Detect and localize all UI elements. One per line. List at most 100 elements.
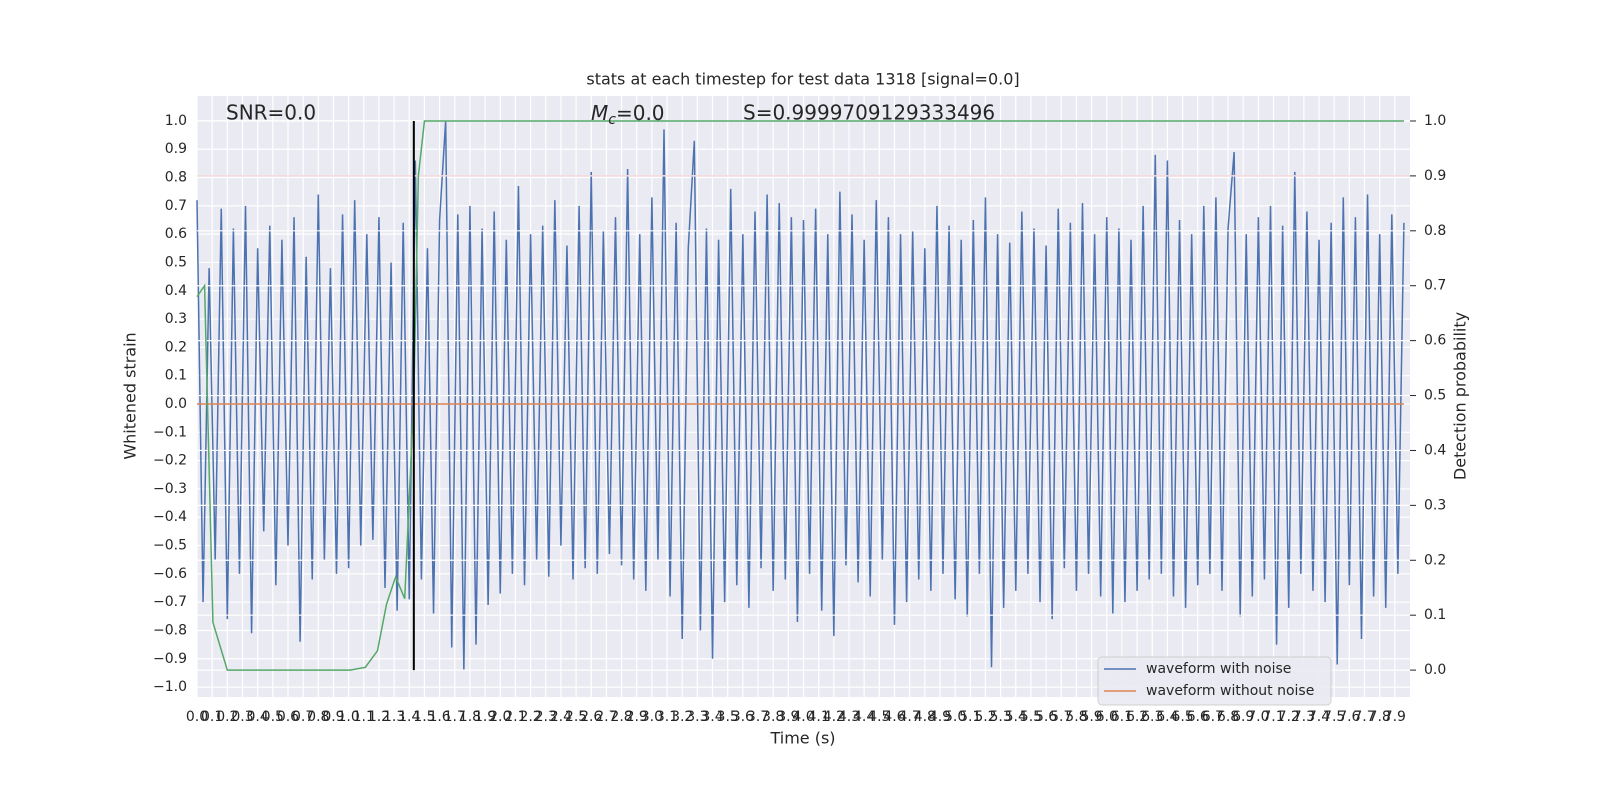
x-tick-label: 1.4 [398,709,420,725]
legend-label: waveform with noise [1146,661,1291,677]
y-tick-label: 0.9 [165,141,187,157]
x-tick-label: 1.6 [428,709,450,725]
x-tick-label: 6.0 [1096,709,1118,725]
x-tick-label: 6.3 [1141,709,1163,725]
y2-axis-label: Detection probability [1451,312,1470,480]
y-tick-label: 0.5 [165,254,187,270]
x-tick-label: 7.7 [1353,709,1375,725]
x-tick-label: 6.7 [1202,709,1224,725]
y-tick-label: −0.2 [153,453,187,469]
x-tick-label: 3.4 [701,709,723,725]
x-tick-label: 7.2 [1278,709,1300,725]
x-tick-label: 0.6 [277,709,299,725]
x-tick-label: 0.7 [292,709,314,725]
annotation-subscript: c [608,112,616,128]
y-tick-label: 0.0 [165,396,187,412]
x-tick-label: 4.7 [899,709,921,725]
x-tick-label: 2.6 [580,709,602,725]
x-tick-label: 3.5 [717,709,739,725]
chart-title: stats at each timestep for test data 131… [586,70,1019,89]
x-tick-label: 6.5 [1171,709,1193,725]
probability-line [196,120,1404,671]
x-tick-label: 3.2 [671,709,693,725]
x-tick-label: 6.6 [1187,709,1209,725]
y-tick-label: 0.1 [165,368,187,384]
x-tick-label: 7.8 [1369,709,1391,725]
y-tick-label: −0.1 [153,424,187,440]
x-tick-label: 6.8 [1217,709,1239,725]
y-tick-label: −0.9 [153,651,187,667]
y-tick-label: 1.0 [165,113,187,129]
y2-tick-label: 0.4 [1424,442,1446,458]
legend-label: waveform without noise [1146,683,1314,699]
y-tick-label: −0.5 [153,538,187,554]
x-tick-label: 5.5 [1020,709,1042,725]
x-tick-label: 1.5 [413,709,435,725]
x-tick-label: 3.0 [641,709,663,725]
x-tick-label: 1.0 [337,709,359,725]
x-tick-label: 1.1 [353,709,375,725]
x-tick-label: 0.0 [186,709,208,725]
x-tick-label: 2.4 [550,709,572,725]
y-tick-label: 0.6 [165,226,187,242]
y-tick-label: 0.4 [165,283,187,299]
y2-tick-label: 0.6 [1424,333,1446,349]
x-tick-label: 4.4 [853,709,875,725]
x-tick-label: 1.3 [383,709,405,725]
series-line [196,120,1405,671]
x-tick-label: 1.8 [459,709,481,725]
x-tick-label: 7.6 [1338,709,1360,725]
x-tick-label: 5.8 [1065,709,1087,725]
x-tick-label: 7.0 [1247,709,1269,725]
y2-tick-label: 0.3 [1424,497,1446,513]
x-tick-label: 0.8 [307,709,329,725]
annotation: Mc=0.0 [591,101,665,129]
x-tick-label: 3.9 [777,709,799,725]
x-tick-label: 0.9 [322,709,344,725]
x-tick-label: 2.8 [610,709,632,725]
y2-tick-label: 1.0 [1424,113,1446,129]
x-tick-label: 2.1 [504,709,526,725]
x-tick-label: 6.9 [1232,709,1254,725]
x-tick-label: 0.3 [231,709,253,725]
y2-tick-label: 0.7 [1424,278,1446,294]
y-tick-label: −0.8 [153,622,187,638]
x-tick-label: 7.3 [1293,709,1315,725]
annotation-value: =0.0 [616,101,665,125]
x-tick-label: 4.5 [868,709,890,725]
x-tick-label: 5.2 [974,709,996,725]
x-tick-label: 3.8 [762,709,784,725]
y-tick-label: −0.3 [153,481,187,497]
y2-tick-label: 0.1 [1424,607,1446,623]
x-tick-label: 4.1 [808,709,830,725]
x-tick-label: 7.5 [1323,709,1345,725]
x-tick-label: 5.4 [1005,709,1027,725]
x-tick-label: 5.9 [1080,709,1102,725]
legend-box [1097,656,1332,706]
x-tick-label: 5.3 [989,709,1011,725]
y-tick-label: 0.3 [165,311,187,327]
y-tick-label: −0.7 [153,594,187,610]
y-axis-label: Whitened strain [121,332,140,459]
x-tick-label: 4.2 [823,709,845,725]
y-tick-label: 0.7 [165,198,187,214]
y-tick-label: −1.0 [153,679,187,695]
x-tick-label: 4.8 [914,709,936,725]
y2-tick-label: 0.5 [1424,388,1446,404]
y2-tick-label: 0.0 [1424,662,1446,678]
y-tick-label: 0.2 [165,339,187,355]
x-tick-label: 4.6 [883,709,905,725]
x-tick-label: 0.2 [216,709,238,725]
x-tick-label: 0.1 [201,709,223,725]
x-tick-label: 2.0 [489,709,511,725]
y-tick-label: 0.8 [165,170,187,186]
legend: waveform with noise waveform without nois… [1097,656,1332,706]
x-tick-label: 3.3 [686,709,708,725]
x-tick-label: 1.9 [474,709,496,725]
x-tick-label: 3.7 [747,709,769,725]
x-tick-label: 2.9 [626,709,648,725]
annotation: SNR=0.0 [226,101,316,125]
x-tick-label: 4.3 [838,709,860,725]
x-tick-label: 5.1 [959,709,981,725]
x-tick-label: 6.4 [1156,709,1178,725]
